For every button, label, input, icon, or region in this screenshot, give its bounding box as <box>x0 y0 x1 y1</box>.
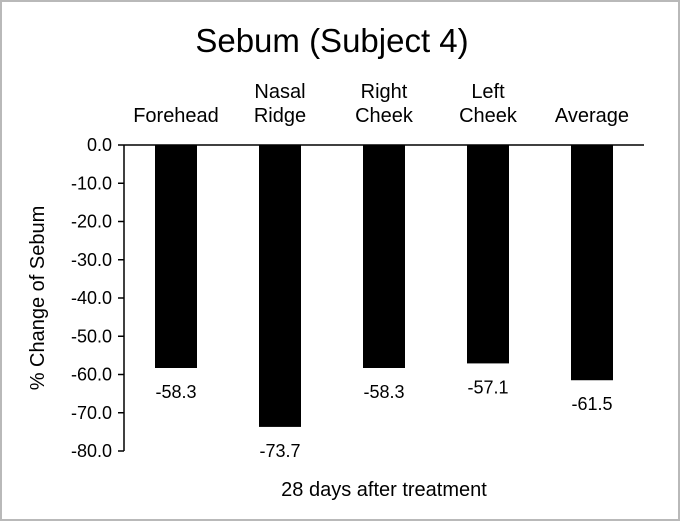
y-tick-label: -50.0 <box>71 326 112 346</box>
category-label: Nasal <box>254 81 305 103</box>
y-tick-label: -70.0 <box>71 403 112 423</box>
data-label: -57.1 <box>467 377 508 397</box>
bars <box>155 145 613 427</box>
bar <box>467 145 509 364</box>
data-labels: -58.3 -73.7 -58.3 -57.1 -61.5 <box>155 377 612 460</box>
y-tick-label: -80.0 <box>71 441 112 461</box>
category-label: Cheek <box>459 105 518 127</box>
bar <box>259 145 301 427</box>
x-axis-label: 28 days after treatment <box>281 479 487 501</box>
y-axis-label: % Change of Sebum <box>27 206 49 391</box>
category-label: Ridge <box>254 105 306 127</box>
y-tick-label: -20.0 <box>71 212 112 232</box>
data-label: -61.5 <box>571 394 612 414</box>
data-label: -58.3 <box>363 382 404 402</box>
y-tick-label: -60.0 <box>71 365 112 385</box>
chart-title: Sebum (Subject 4) <box>195 22 468 59</box>
category-label: Average <box>555 105 629 127</box>
y-tick-label: -10.0 <box>71 173 112 193</box>
bar <box>155 145 197 368</box>
y-axis: 0.0 -10.0 -20.0 -30.0 -40.0 -50.0 -60.0 -70.0 -8… <box>71 135 644 461</box>
y-tick-label: -30.0 <box>71 250 112 270</box>
y-tick-label: 0.0 <box>87 135 112 155</box>
data-label: -73.7 <box>259 441 300 461</box>
data-label: -58.3 <box>155 382 196 402</box>
category-label: Cheek <box>355 105 414 127</box>
bar <box>571 145 613 381</box>
category-label: Left <box>471 81 505 103</box>
bar <box>363 145 405 368</box>
category-label: Forehead <box>133 105 219 127</box>
category-label: Right <box>361 81 408 103</box>
y-tick-label: -40.0 <box>71 288 112 308</box>
